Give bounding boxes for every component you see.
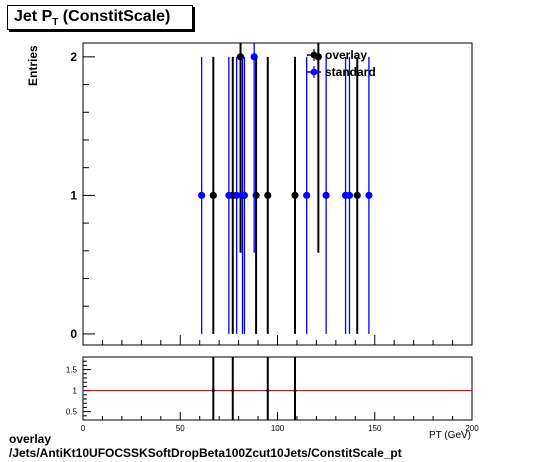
y-tick-label: 0: [70, 327, 77, 341]
y-tick-label: 1.5: [66, 366, 78, 375]
data-point-overlay: [209, 191, 217, 199]
x-tick-label: 50: [176, 424, 185, 433]
data-point-standard: [198, 191, 206, 199]
ratio-plot-frame: 0 50 100 150 200 0.5 1 1.5 PT (GeV): [66, 356, 479, 441]
chart-title-box: Jet PT (ConstitScale): [7, 5, 193, 30]
y-tick-label: 1: [70, 188, 77, 202]
ratio-point: [266, 389, 270, 393]
x-tick-label: 150: [368, 424, 382, 433]
legend-marker-overlay: [310, 51, 318, 59]
data-point-overlay: [291, 191, 299, 199]
legend: overlay standard: [307, 48, 376, 79]
legend-label-standard: standard: [325, 65, 376, 79]
ratio-point: [293, 389, 297, 393]
data-point-standard: [365, 191, 373, 199]
x-axis-label: PT (GeV): [429, 430, 471, 441]
legend-label-overlay: overlay: [325, 48, 367, 62]
x-tick-label: 200: [465, 424, 479, 433]
plot-border: [82, 42, 473, 346]
y-tick-label: 0.5: [66, 408, 78, 417]
footer-line-2: /Jets/AntiKt10UFOCSSKSoftDropBeta100Zcut…: [9, 446, 402, 460]
ratio-point: [231, 389, 235, 393]
ratio-point: [211, 389, 215, 393]
data-point-overlay: [353, 191, 361, 199]
main-plot-marks: [198, 43, 373, 334]
legend-marker-standard: [310, 68, 318, 76]
footer-line-1: overlay: [9, 432, 52, 446]
y-tick-label: 1: [73, 387, 78, 396]
data-point-standard: [322, 191, 330, 199]
data-point-standard: [225, 191, 233, 199]
data-point-overlay: [264, 191, 272, 199]
x-tick-label: 100: [271, 424, 285, 433]
y-tick-label: 2: [70, 50, 77, 64]
data-point-standard: [303, 191, 311, 199]
y-axis-label: Entries: [26, 45, 40, 86]
ratio-plot-marks: [83, 357, 472, 420]
chart-title: Jet PT (ConstitScale): [14, 8, 171, 29]
data-point-standard: [240, 191, 249, 199]
data-point-standard: [233, 191, 241, 199]
main-plot-frame: 0 1 2: [70, 42, 473, 346]
data-point-standard: [345, 191, 354, 199]
data-point-standard: [250, 53, 258, 61]
plot-border: [82, 356, 473, 421]
x-tick-label: 0: [81, 424, 86, 433]
